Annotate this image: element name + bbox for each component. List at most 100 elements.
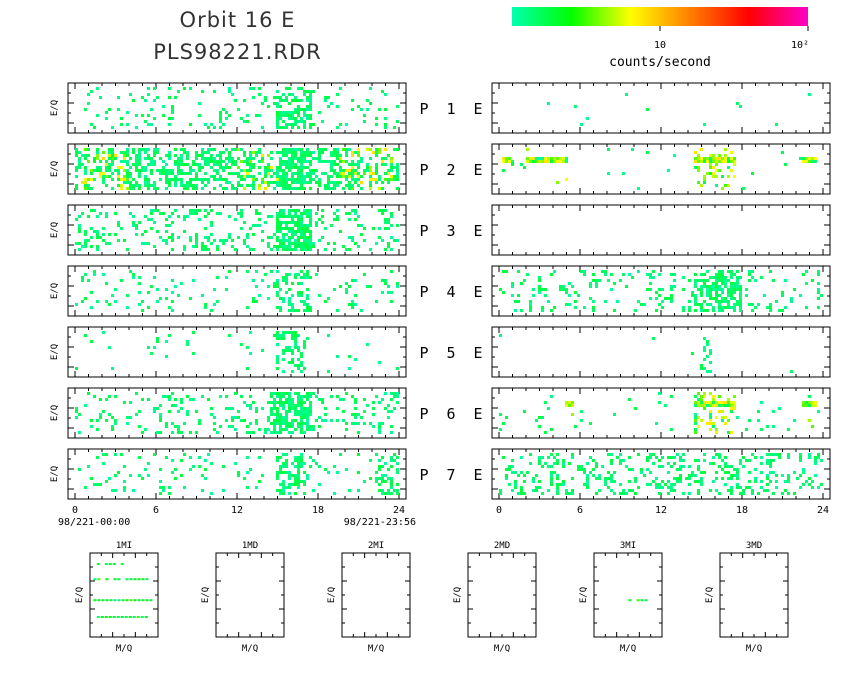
heat-cell — [712, 422, 715, 425]
heat-cell — [252, 157, 255, 160]
heat-cell — [691, 294, 694, 297]
heat-cell — [315, 462, 318, 465]
heat-cell — [544, 294, 547, 297]
heat-cell — [727, 279, 730, 282]
heat-cell — [396, 282, 399, 285]
panel-label-p: P — [419, 283, 428, 301]
heat-cell — [189, 239, 192, 242]
heat-cell — [294, 224, 297, 227]
heat-cell — [261, 102, 264, 105]
heat-cell — [90, 178, 93, 181]
heat-cell — [159, 157, 162, 160]
heat-cell — [703, 471, 706, 474]
heat-cell — [315, 273, 318, 276]
heat-cell — [297, 291, 300, 294]
left-panel-6 — [67, 387, 407, 439]
heat-cell — [336, 215, 339, 218]
heat-cell — [309, 218, 312, 221]
heat-cell — [90, 477, 93, 480]
heat-cell — [354, 398, 357, 401]
heat-cell — [297, 215, 300, 218]
heat-cell — [87, 392, 90, 395]
heat-cell — [390, 480, 393, 483]
heat-cell — [697, 489, 700, 492]
heat-cell — [694, 279, 697, 282]
heat-cell — [165, 154, 168, 157]
heat-cell — [87, 102, 90, 105]
heat-cell — [189, 123, 192, 126]
heat-cell — [270, 248, 273, 251]
mass-cell — [112, 563, 116, 566]
heat-cell — [132, 221, 135, 224]
heat-cell — [90, 340, 93, 343]
heat-cell — [336, 218, 339, 221]
heat-cell — [165, 181, 168, 184]
heat-cell — [117, 175, 120, 178]
heat-cell — [300, 108, 303, 111]
heat-cell — [279, 209, 282, 212]
heat-cell — [381, 157, 384, 160]
heat-cell — [291, 230, 294, 233]
heat-cell — [727, 419, 730, 422]
heat-cell — [171, 239, 174, 242]
heat-cell — [144, 175, 147, 178]
heat-cell — [306, 151, 309, 154]
heat-cell — [168, 492, 171, 495]
heat-cell — [288, 111, 291, 114]
heat-cell — [324, 187, 327, 190]
heat-cell — [562, 288, 565, 291]
heat-cell — [120, 279, 123, 282]
heat-cell — [715, 489, 718, 492]
heat-cell — [727, 465, 730, 468]
heat-cell — [351, 422, 354, 425]
heat-cell — [565, 489, 568, 492]
heat-cell — [309, 90, 312, 93]
heat-cell — [387, 489, 390, 492]
heat-cell — [249, 160, 252, 163]
heat-cell — [706, 401, 709, 404]
heat-cell — [613, 413, 616, 416]
heat-cell — [336, 309, 339, 312]
heat-cell — [607, 477, 610, 480]
heat-cell — [715, 431, 718, 434]
heat-cell — [204, 160, 207, 163]
heat-cell — [75, 367, 78, 370]
heat-cell — [270, 392, 273, 395]
heat-cell — [565, 401, 568, 404]
heat-cell — [276, 334, 279, 337]
heat-cell — [345, 248, 348, 251]
panel-label-e: E — [473, 344, 482, 362]
heat-cell — [222, 239, 225, 242]
heat-cell — [300, 160, 303, 163]
heat-cell — [303, 422, 306, 425]
heat-cell — [595, 477, 598, 480]
heat-cell — [303, 157, 306, 160]
heat-cell — [177, 425, 180, 428]
heat-cell — [276, 306, 279, 309]
heat-cell — [222, 123, 225, 126]
heat-cell — [183, 215, 186, 218]
heat-cell — [252, 224, 255, 227]
heat-cell — [171, 172, 174, 175]
heat-cell — [589, 456, 592, 459]
heat-cell — [291, 282, 294, 285]
heat-cell — [297, 114, 300, 117]
heat-cell — [225, 148, 228, 151]
heat-cell — [709, 276, 712, 279]
heat-cell — [159, 431, 162, 434]
heat-cell — [375, 154, 378, 157]
heat-cell — [351, 395, 354, 398]
heat-cell — [297, 236, 300, 239]
heat-cell — [234, 248, 237, 251]
heat-cell — [327, 181, 330, 184]
heat-cell — [652, 270, 655, 273]
heat-cell — [231, 163, 234, 166]
heat-cell — [138, 425, 141, 428]
heat-cell — [721, 279, 724, 282]
heat-cell — [159, 297, 162, 300]
heat-cell — [336, 126, 339, 129]
panel-label-num: 7 — [446, 466, 455, 484]
heat-cell — [357, 163, 360, 166]
heat-cell — [339, 181, 342, 184]
heat-cell — [201, 157, 204, 160]
